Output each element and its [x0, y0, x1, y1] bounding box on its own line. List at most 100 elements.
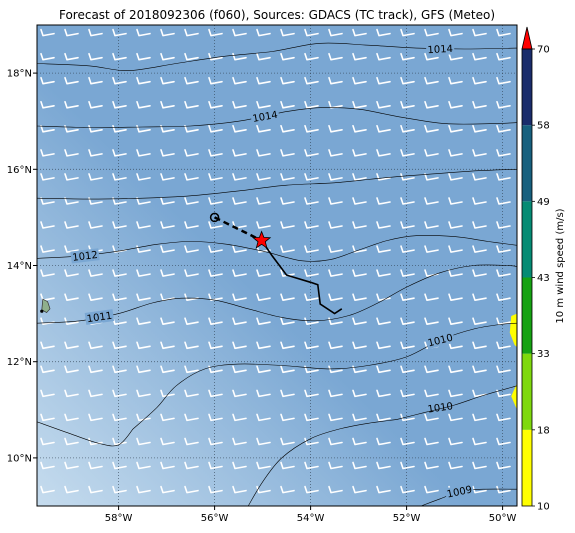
- wind-barb: [328, 365, 343, 374]
- isobar-label: 1009: [446, 485, 473, 501]
- wind-barb: [304, 437, 319, 446]
- wind-barb: [136, 28, 151, 37]
- wind-barb: [376, 485, 391, 494]
- wind-barb: [424, 197, 439, 205]
- wind-barb: [280, 52, 295, 61]
- wind-barb: [256, 413, 271, 422]
- wind-barb: [328, 413, 343, 422]
- wind-barb: [184, 437, 199, 446]
- wind-barb: [280, 437, 295, 446]
- wind-barb: [448, 28, 463, 37]
- wind-barb: [496, 245, 511, 253]
- isobar-line: [37, 235, 517, 262]
- isobar-line: [37, 421, 134, 447]
- wind-barb: [232, 461, 247, 470]
- wind-barb: [280, 125, 295, 133]
- wind-barb: [40, 341, 55, 350]
- wind-barb: [40, 413, 55, 422]
- wind-barb: [376, 52, 391, 61]
- wind-barb: [136, 341, 151, 350]
- wind-barb: [448, 173, 463, 181]
- wind-barb: [304, 76, 319, 85]
- wind-barb: [184, 173, 199, 181]
- wind-barb: [496, 293, 511, 301]
- wind-barb: [160, 197, 175, 205]
- wind-barb: [112, 389, 127, 398]
- wind-barb: [136, 197, 151, 205]
- wind-barb: [160, 461, 175, 470]
- wind-barb: [496, 101, 511, 109]
- lon-tick-label: 52°W: [393, 513, 421, 524]
- wind-barb: [256, 149, 271, 157]
- wind-barb: [352, 269, 367, 277]
- wind-barb: [64, 76, 79, 85]
- wind-barb: [256, 317, 271, 325]
- wind-barb: [496, 485, 511, 494]
- wind-barb: [280, 293, 295, 301]
- wind-swath: [511, 383, 517, 410]
- wind-barbs: [40, 28, 511, 494]
- wind-barb: [64, 461, 79, 470]
- colorbar-segment: [522, 429, 532, 506]
- lat-tick-label: 14°N: [7, 261, 32, 272]
- wind-barb: [208, 413, 223, 422]
- wind-barb: [232, 437, 247, 446]
- wind-barb: [280, 317, 295, 325]
- wind-barb: [256, 28, 271, 37]
- wind-barb: [280, 245, 295, 253]
- wind-barb: [112, 485, 127, 494]
- wind-barb: [424, 52, 439, 61]
- wind-barb: [472, 413, 487, 422]
- wind-barb: [328, 245, 343, 253]
- wind-barb: [232, 389, 247, 398]
- colorbar-segment: [522, 201, 532, 278]
- wind-barb: [112, 125, 127, 133]
- isobar-line: [37, 107, 517, 128]
- wind-barb: [376, 389, 391, 398]
- wind-barb: [208, 269, 223, 277]
- wind-barb: [136, 101, 151, 109]
- isobar-line: [247, 419, 398, 506]
- wind-barb: [280, 101, 295, 109]
- wind-barb: [184, 365, 199, 374]
- wind-barb: [352, 149, 367, 157]
- wind-barb: [424, 76, 439, 85]
- wind-barb: [352, 125, 367, 133]
- wind-barb: [64, 221, 79, 229]
- wind-barb: [184, 101, 199, 109]
- wind-barb: [112, 221, 127, 229]
- wind-barb: [232, 101, 247, 109]
- wind-barb: [448, 52, 463, 61]
- wind-barb: [472, 437, 487, 446]
- wind-barb: [208, 461, 223, 470]
- wind-barb: [160, 149, 175, 157]
- wind-barb: [184, 197, 199, 205]
- wind-barb: [304, 101, 319, 109]
- wind-barb: [136, 485, 151, 494]
- wind-barb: [280, 461, 295, 470]
- wind-barb: [160, 52, 175, 61]
- wind-barb: [88, 28, 103, 37]
- wind-barb: [184, 485, 199, 494]
- wind-barb: [160, 293, 175, 301]
- wind-barb: [376, 76, 391, 85]
- wind-barb: [400, 173, 415, 181]
- forecast-position-marker: [209, 212, 220, 223]
- wind-barb: [400, 125, 415, 133]
- wind-barb: [496, 461, 511, 470]
- wind-barb: [256, 269, 271, 277]
- wind-barb: [256, 173, 271, 181]
- wind-barb: [40, 125, 55, 133]
- wind-barb: [472, 52, 487, 61]
- wind-barb: [136, 293, 151, 301]
- wind-barb: [496, 52, 511, 61]
- wind-barb: [304, 461, 319, 470]
- wind-barb: [496, 173, 511, 181]
- isobar-label-bg: [425, 42, 455, 56]
- wind-barb: [328, 269, 343, 277]
- wind-barb: [40, 389, 55, 398]
- wind-barb: [448, 125, 463, 133]
- wind-barb: [376, 101, 391, 109]
- wind-barb: [160, 221, 175, 229]
- wind-barb: [328, 485, 343, 494]
